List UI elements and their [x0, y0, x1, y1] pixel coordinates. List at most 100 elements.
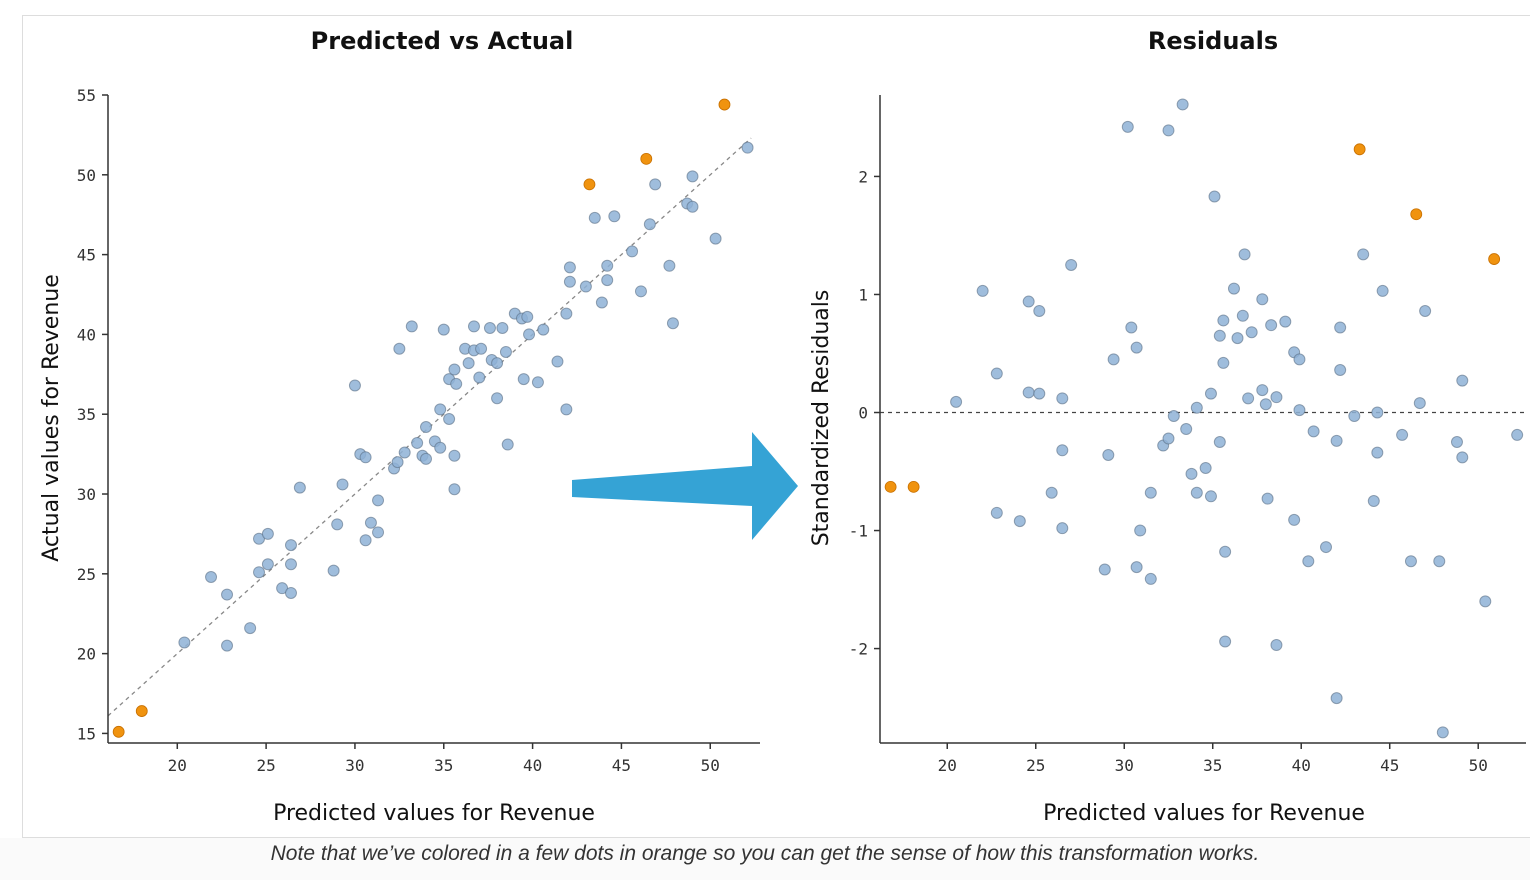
- data-point: [467, 320, 480, 333]
- data-point: [1176, 98, 1189, 111]
- data-point: [1511, 428, 1524, 441]
- x-tick-label: 25: [256, 756, 275, 775]
- data-point: [475, 342, 488, 355]
- data-point: [1033, 305, 1046, 317]
- y-tick-label: 45: [77, 246, 96, 265]
- data-point: [1065, 258, 1078, 271]
- data-point: [496, 322, 509, 335]
- data-point: [1334, 321, 1347, 334]
- data-point: [1213, 329, 1226, 342]
- data-point: [1125, 321, 1138, 334]
- data-point: [293, 481, 306, 494]
- data-point: [462, 357, 475, 370]
- data-point: [398, 446, 411, 459]
- data-point: [1022, 295, 1035, 308]
- caption: Note that we’ve colored in a few dots in…: [270, 842, 1260, 865]
- data-point: [1056, 392, 1069, 405]
- y-tick-label: 25: [77, 565, 96, 584]
- data-point: [1013, 515, 1026, 528]
- data-point: [588, 211, 601, 224]
- caption-bar: [0, 838, 1530, 880]
- data-point: [434, 441, 447, 454]
- data-point: [1450, 436, 1463, 449]
- data-point: [1213, 436, 1226, 449]
- data-point: [221, 639, 234, 652]
- data-point: [1371, 446, 1384, 459]
- data-point: [1396, 428, 1409, 441]
- data-point: [1162, 124, 1175, 137]
- data-point: [1302, 555, 1315, 568]
- data-point: [205, 571, 218, 584]
- y-tick-label: 55: [77, 86, 96, 105]
- data-point: [1033, 387, 1046, 400]
- data-point: [523, 328, 536, 341]
- data-point: [1419, 305, 1432, 317]
- data-point: [1045, 486, 1058, 499]
- data-point: [1265, 319, 1278, 332]
- data-point: [499, 345, 512, 358]
- data-point: [1107, 353, 1120, 366]
- highlighted-data-point: [1488, 253, 1501, 265]
- x-tick-label: 30: [1115, 756, 1134, 775]
- data-point: [649, 178, 662, 191]
- y-tick-label: 0: [858, 404, 868, 423]
- y-tick-label: 15: [77, 724, 96, 743]
- data-point: [473, 371, 486, 384]
- data-point: [1330, 434, 1343, 447]
- data-point: [178, 636, 191, 649]
- data-point: [1404, 555, 1417, 568]
- data-point: [1231, 332, 1244, 345]
- data-point: [1227, 282, 1240, 295]
- data-point: [1330, 692, 1343, 705]
- data-point: [405, 320, 418, 333]
- data-point: [1479, 595, 1492, 608]
- data-point: [741, 141, 754, 154]
- data-point: [1130, 561, 1143, 574]
- data-point: [1167, 410, 1180, 423]
- data-point: [331, 518, 344, 531]
- data-point: [372, 526, 385, 539]
- highlighted-data-point: [1410, 208, 1423, 221]
- data-point: [1098, 563, 1111, 576]
- data-point: [666, 317, 679, 330]
- data-point: [990, 367, 1003, 380]
- data-point: [1144, 572, 1157, 585]
- data-point: [1270, 639, 1283, 652]
- data-point: [1134, 524, 1147, 537]
- data-point: [1270, 391, 1283, 404]
- x-tick-label: 35: [434, 756, 453, 775]
- data-point: [1456, 451, 1469, 464]
- data-point: [563, 275, 576, 288]
- data-point: [686, 200, 699, 213]
- data-point: [1256, 293, 1269, 306]
- data-point: [411, 436, 424, 449]
- x-tick-label: 45: [612, 756, 631, 775]
- data-point: [560, 403, 573, 416]
- data-point: [1367, 495, 1380, 508]
- data-point: [1320, 541, 1333, 554]
- x-tick-label: 20: [168, 756, 187, 775]
- data-point: [1279, 315, 1292, 328]
- data-point: [601, 259, 614, 272]
- data-point: [1219, 635, 1232, 648]
- data-point: [709, 232, 722, 245]
- right-plot-area: 20 25 30 35 40 45 50 -2 -1 0 1 2: [849, 95, 1526, 775]
- data-point: [221, 588, 234, 601]
- data-point: [393, 342, 406, 355]
- highlighted-data-point: [112, 725, 125, 738]
- data-point: [448, 483, 461, 496]
- data-point: [491, 392, 504, 405]
- data-point: [634, 285, 647, 298]
- data-point: [1288, 513, 1301, 526]
- data-point: [608, 210, 621, 223]
- data-point: [950, 395, 963, 408]
- data-point: [336, 478, 349, 491]
- data-point: [327, 564, 340, 577]
- data-point: [244, 622, 257, 635]
- data-point: [1162, 432, 1175, 445]
- data-point: [491, 357, 504, 370]
- data-point: [1357, 248, 1370, 261]
- data-point: [1334, 364, 1347, 377]
- data-point: [517, 373, 530, 386]
